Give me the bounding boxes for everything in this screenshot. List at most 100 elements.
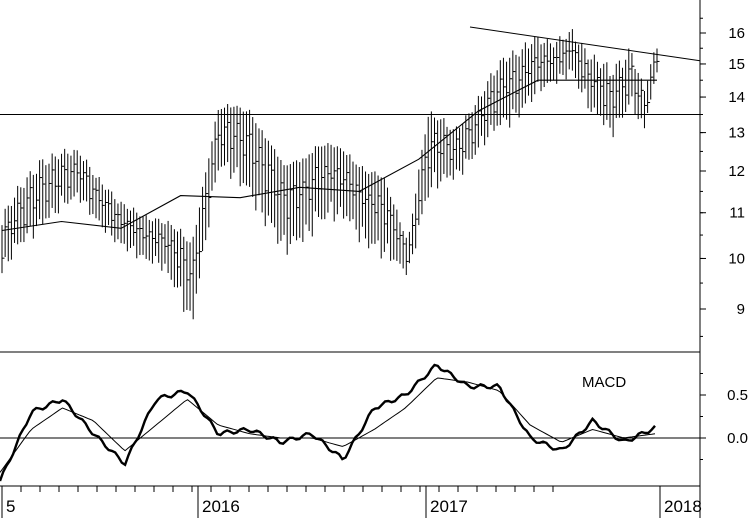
price-bar bbox=[129, 210, 133, 248]
price-bar bbox=[443, 118, 447, 174]
price-bar bbox=[565, 38, 569, 80]
price-bar bbox=[415, 193, 419, 249]
x-tick-label: 5 bbox=[6, 497, 15, 516]
price-bar bbox=[339, 148, 343, 207]
price-bar bbox=[198, 207, 202, 279]
price-bar bbox=[386, 187, 390, 244]
price-bar bbox=[211, 141, 215, 191]
x-tick-label: 2018 bbox=[664, 497, 702, 516]
price-bar bbox=[148, 219, 152, 261]
price-bar bbox=[593, 54, 597, 108]
price-bar bbox=[440, 119, 444, 182]
price-bar bbox=[656, 48, 660, 73]
price-bar bbox=[183, 236, 187, 312]
price-bar bbox=[230, 107, 234, 179]
price-bar bbox=[502, 57, 506, 118]
price-bar bbox=[393, 204, 397, 260]
price-bar bbox=[170, 224, 174, 280]
price-bar bbox=[48, 163, 52, 218]
panel-frames bbox=[0, 0, 701, 518]
price-bar bbox=[214, 121, 218, 183]
price-bar bbox=[374, 171, 378, 244]
price-bar bbox=[17, 185, 21, 245]
price-bar bbox=[70, 155, 74, 200]
price-bar bbox=[518, 56, 522, 118]
price-bar bbox=[477, 95, 481, 148]
price-bar bbox=[549, 43, 553, 82]
price-bar bbox=[499, 60, 503, 126]
price-bar bbox=[512, 50, 516, 110]
price-bar bbox=[537, 36, 541, 82]
price-bar bbox=[346, 155, 350, 217]
price-bar bbox=[101, 184, 105, 228]
price-bar bbox=[242, 111, 246, 184]
macd-axis: 0.0 0.5 bbox=[700, 373, 748, 460]
price-bar bbox=[311, 153, 315, 237]
price-bar bbox=[559, 36, 563, 74]
price-bar bbox=[117, 203, 121, 240]
price-bar bbox=[606, 62, 610, 120]
price-tick-label: 11 bbox=[729, 205, 745, 222]
price-bar bbox=[217, 109, 221, 171]
price-bar bbox=[264, 138, 268, 227]
price-bar bbox=[111, 191, 115, 236]
price-bar bbox=[142, 216, 146, 255]
price-bar bbox=[314, 146, 318, 212]
price-bar bbox=[609, 75, 613, 128]
price-bar bbox=[189, 242, 193, 311]
moving-average-path bbox=[1, 79, 657, 232]
price-bar bbox=[245, 111, 249, 186]
moving-average-line bbox=[1, 79, 657, 232]
price-bar bbox=[14, 197, 18, 243]
price-bar bbox=[57, 159, 61, 214]
price-tick-label: 10 bbox=[728, 250, 745, 267]
price-bar bbox=[628, 48, 632, 105]
price-tick-label: 16 bbox=[728, 25, 745, 42]
price-bar bbox=[239, 107, 243, 187]
price-bar bbox=[249, 109, 253, 187]
price-bar bbox=[540, 44, 544, 92]
price-tick-label: 12 bbox=[728, 163, 745, 180]
price-bar bbox=[79, 155, 83, 203]
price-bar bbox=[506, 61, 510, 120]
price-bar bbox=[95, 177, 99, 219]
price-bar bbox=[462, 123, 466, 175]
price-bar bbox=[531, 44, 535, 102]
price-bar bbox=[371, 172, 375, 244]
price-bar bbox=[408, 231, 412, 264]
price-bar bbox=[136, 212, 140, 259]
price-bar bbox=[277, 156, 281, 244]
price-bar bbox=[528, 48, 532, 96]
price-bar bbox=[480, 96, 484, 136]
price-bar bbox=[571, 29, 575, 71]
price-bar bbox=[430, 111, 434, 188]
price-bar bbox=[20, 187, 24, 243]
price-tick-label: 9 bbox=[737, 301, 745, 318]
price-bar bbox=[412, 213, 416, 255]
price-bar bbox=[487, 81, 491, 138]
price-bar bbox=[252, 117, 256, 197]
price-bar bbox=[324, 145, 328, 220]
price-bar bbox=[474, 105, 478, 155]
price-bar bbox=[352, 161, 356, 220]
price-bar bbox=[380, 177, 384, 259]
price-bar bbox=[543, 42, 547, 88]
price-bar bbox=[584, 48, 588, 89]
price-bar bbox=[534, 36, 538, 95]
price-bar bbox=[433, 117, 437, 173]
trendline bbox=[469, 26, 701, 62]
price-bar bbox=[126, 208, 130, 252]
price-bar bbox=[164, 224, 168, 264]
macd-label: MACD bbox=[582, 374, 626, 391]
price-bar bbox=[365, 171, 369, 239]
price-bar bbox=[562, 39, 566, 75]
price-bar bbox=[452, 129, 456, 180]
price-bar bbox=[418, 169, 422, 226]
price-bar bbox=[321, 146, 325, 220]
price-bar bbox=[195, 224, 199, 294]
price-bar bbox=[396, 209, 400, 261]
price-bar bbox=[575, 41, 579, 79]
price-bar bbox=[192, 236, 196, 320]
price-tick-label: 14 bbox=[728, 89, 745, 106]
price-bar bbox=[484, 91, 488, 146]
